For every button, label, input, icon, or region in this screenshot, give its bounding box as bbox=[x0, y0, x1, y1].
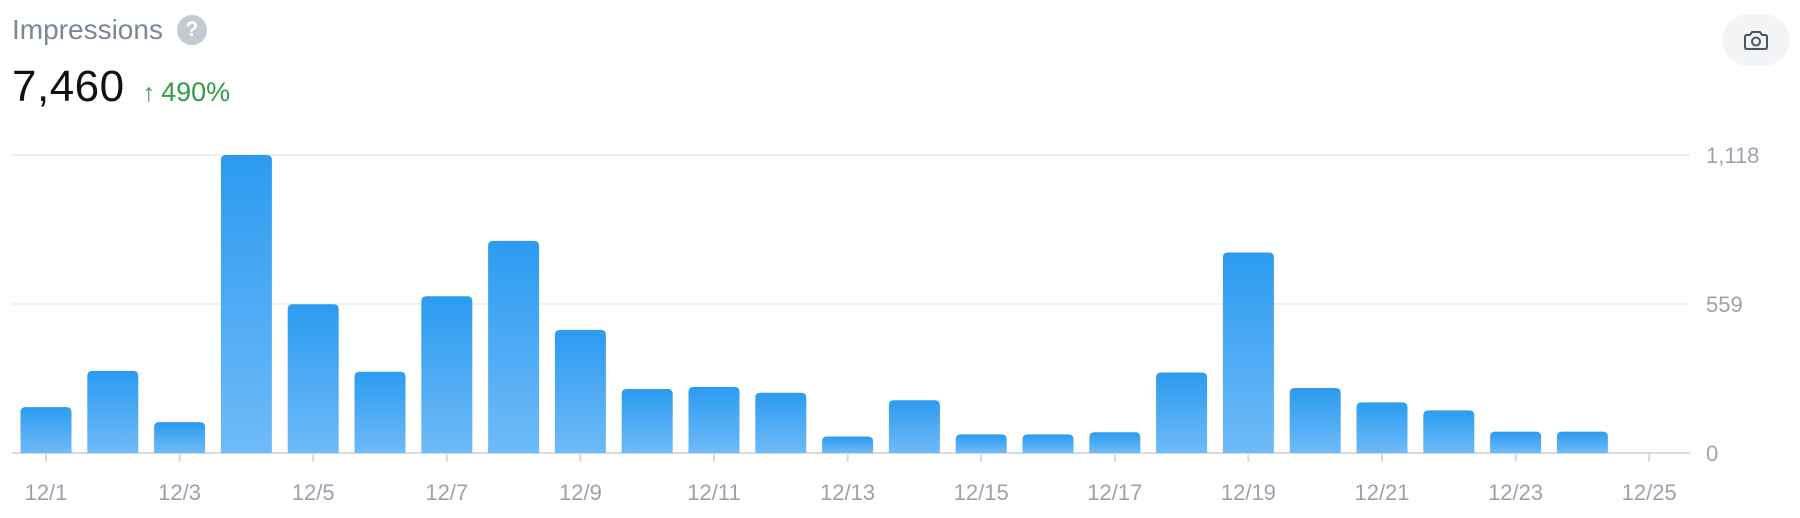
x-tick-label: 12/13 bbox=[820, 480, 875, 505]
x-tick-label: 12/15 bbox=[954, 480, 1009, 505]
bar-12-24[interactable] bbox=[1556, 431, 1608, 453]
arrow-up-icon: ↑ bbox=[142, 79, 156, 107]
bar-12-8[interactable] bbox=[488, 240, 540, 453]
x-tick-label: 12/25 bbox=[1622, 480, 1677, 505]
bar-12-14[interactable] bbox=[888, 400, 940, 453]
bar-12-16[interactable] bbox=[1022, 434, 1074, 453]
bar-12-9[interactable] bbox=[554, 329, 606, 453]
bar-12-3[interactable] bbox=[154, 422, 206, 453]
bar-12-10[interactable] bbox=[621, 389, 673, 453]
bar-12-2[interactable] bbox=[87, 370, 139, 453]
bar-12-1[interactable] bbox=[20, 407, 72, 453]
bar-12-11[interactable] bbox=[688, 386, 740, 453]
bar-12-19[interactable] bbox=[1222, 252, 1274, 453]
bar-12-15[interactable] bbox=[955, 434, 1007, 453]
y-tick-label: 1,118 bbox=[1706, 143, 1759, 168]
x-tick-label: 12/1 bbox=[25, 480, 68, 505]
bar-12-7[interactable] bbox=[421, 296, 473, 453]
help-icon[interactable]: ? bbox=[176, 15, 207, 45]
camera-icon bbox=[1744, 31, 1768, 50]
bar-12-12[interactable] bbox=[755, 392, 807, 453]
x-tick-label: 12/3 bbox=[158, 480, 201, 505]
chart-header: Impressions ? 7,460 ↑ 490% bbox=[12, 14, 230, 112]
chart-title: Impressions bbox=[12, 14, 163, 45]
x-tick-label: 12/19 bbox=[1221, 480, 1276, 505]
change-percent: 490% bbox=[161, 77, 231, 107]
bar-12-18[interactable] bbox=[1156, 372, 1208, 453]
x-tick-label: 12/21 bbox=[1354, 480, 1409, 505]
bar-12-21[interactable] bbox=[1356, 402, 1408, 453]
screenshot-button[interactable] bbox=[1722, 14, 1790, 66]
bar-12-6[interactable] bbox=[354, 371, 406, 453]
y-tick-label: 0 bbox=[1706, 441, 1718, 466]
bar-12-17[interactable] bbox=[1089, 432, 1141, 453]
x-tick-label: 12/5 bbox=[292, 480, 335, 505]
bar-12-22[interactable] bbox=[1423, 410, 1475, 453]
bar-12-4[interactable] bbox=[220, 155, 272, 453]
bar-12-23[interactable] bbox=[1490, 431, 1542, 453]
bar-12-20[interactable] bbox=[1289, 387, 1341, 453]
x-tick-label: 12/17 bbox=[1087, 480, 1142, 505]
x-tick-label: 12/7 bbox=[425, 480, 468, 505]
change-indicator: ↑ 490% bbox=[143, 77, 231, 108]
x-tick-label: 12/9 bbox=[559, 480, 602, 505]
total-impressions: 7,460 bbox=[12, 62, 125, 111]
x-tick-label: 12/23 bbox=[1488, 480, 1543, 505]
bar-12-5[interactable] bbox=[287, 304, 339, 453]
y-tick-label: 559 bbox=[1706, 292, 1743, 317]
x-tick-label: 12/11 bbox=[687, 480, 740, 505]
bar-12-13[interactable] bbox=[822, 436, 874, 453]
